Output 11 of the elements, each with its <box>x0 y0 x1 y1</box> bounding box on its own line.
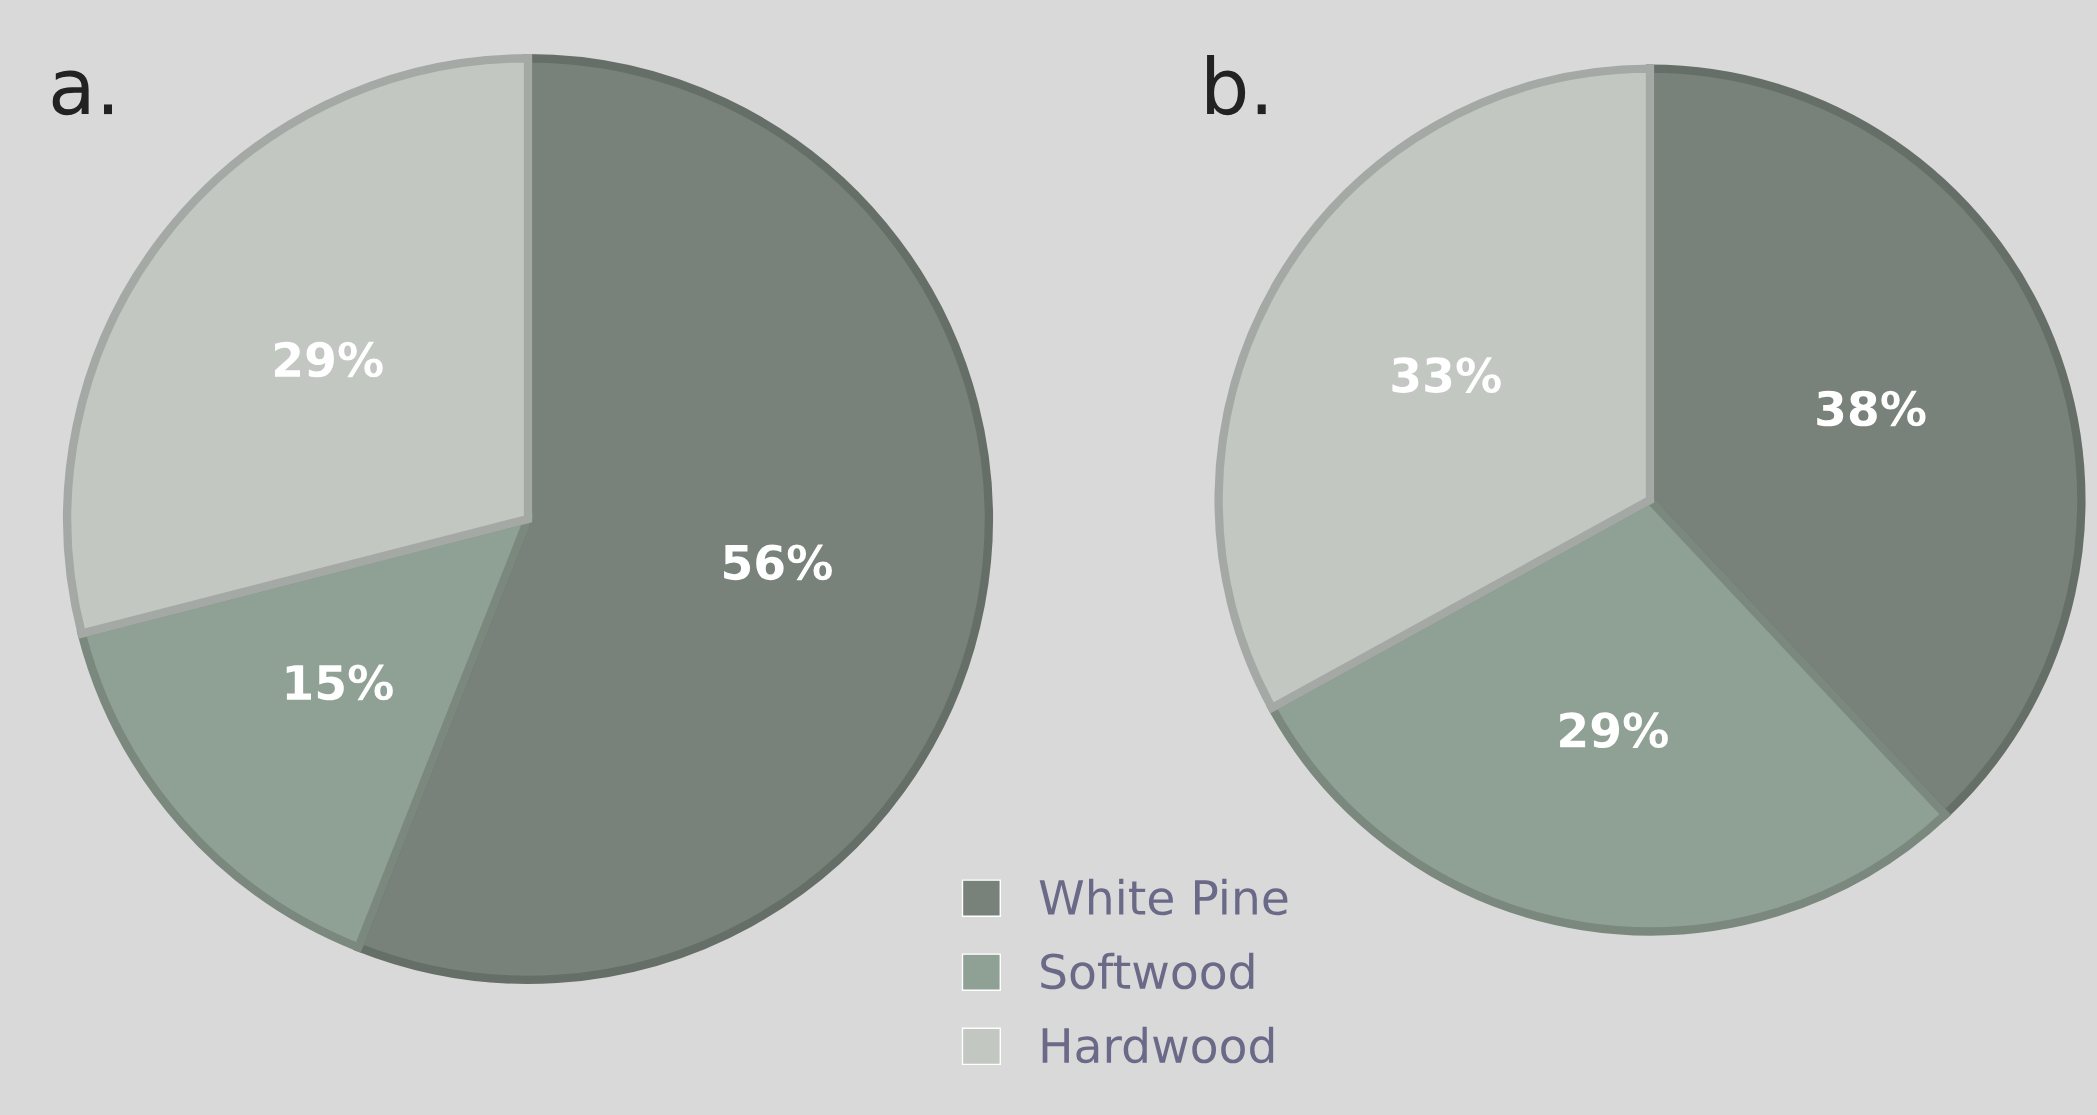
legend-label: Hardwood <box>1042 1026 1274 1064</box>
data-label: 29% <box>1560 712 1668 749</box>
data-label: 38% <box>1817 390 1926 427</box>
data-label: 33% <box>1392 357 1501 393</box>
chart-title: a. <box>52 70 112 116</box>
chart-title: b. <box>1207 55 1266 116</box>
data-label: 56% <box>724 544 832 581</box>
legend-label: Softwood <box>1041 952 1254 990</box>
data-label: 15% <box>286 664 393 701</box>
legend-label: White Pine <box>1039 878 1288 916</box>
data-label: 29% <box>274 341 383 378</box>
